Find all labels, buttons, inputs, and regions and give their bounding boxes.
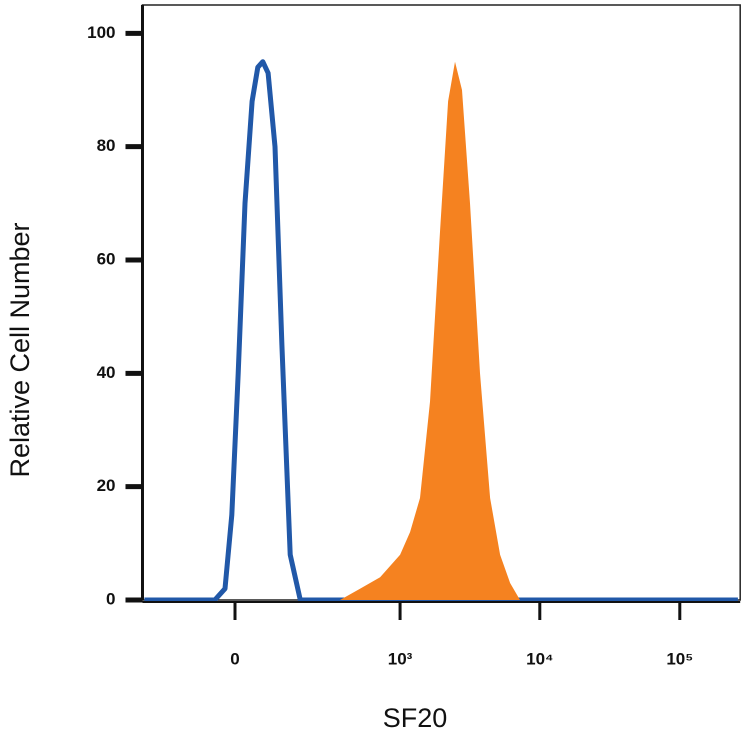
x-tick-label: 10⁴ [526, 649, 553, 668]
x-tick-label: 10⁵ [666, 649, 693, 668]
histogram-line [144, 59, 738, 603]
histogram-area [340, 61, 520, 600]
y-tick-label: 100 [87, 23, 115, 42]
x-tick-label: 10³ [388, 649, 413, 668]
y-tick-label: 60 [97, 249, 116, 268]
y-tick-label: 0 [106, 589, 115, 608]
x-axis-title: SF20 [383, 703, 448, 733]
y-axis-title: Relative Cell Number [5, 222, 35, 477]
y-tick-label: 40 [97, 363, 116, 382]
x-tick-label: 0 [230, 649, 239, 668]
y-tick-label: 80 [97, 136, 116, 155]
y-tick-label: 20 [97, 476, 116, 495]
